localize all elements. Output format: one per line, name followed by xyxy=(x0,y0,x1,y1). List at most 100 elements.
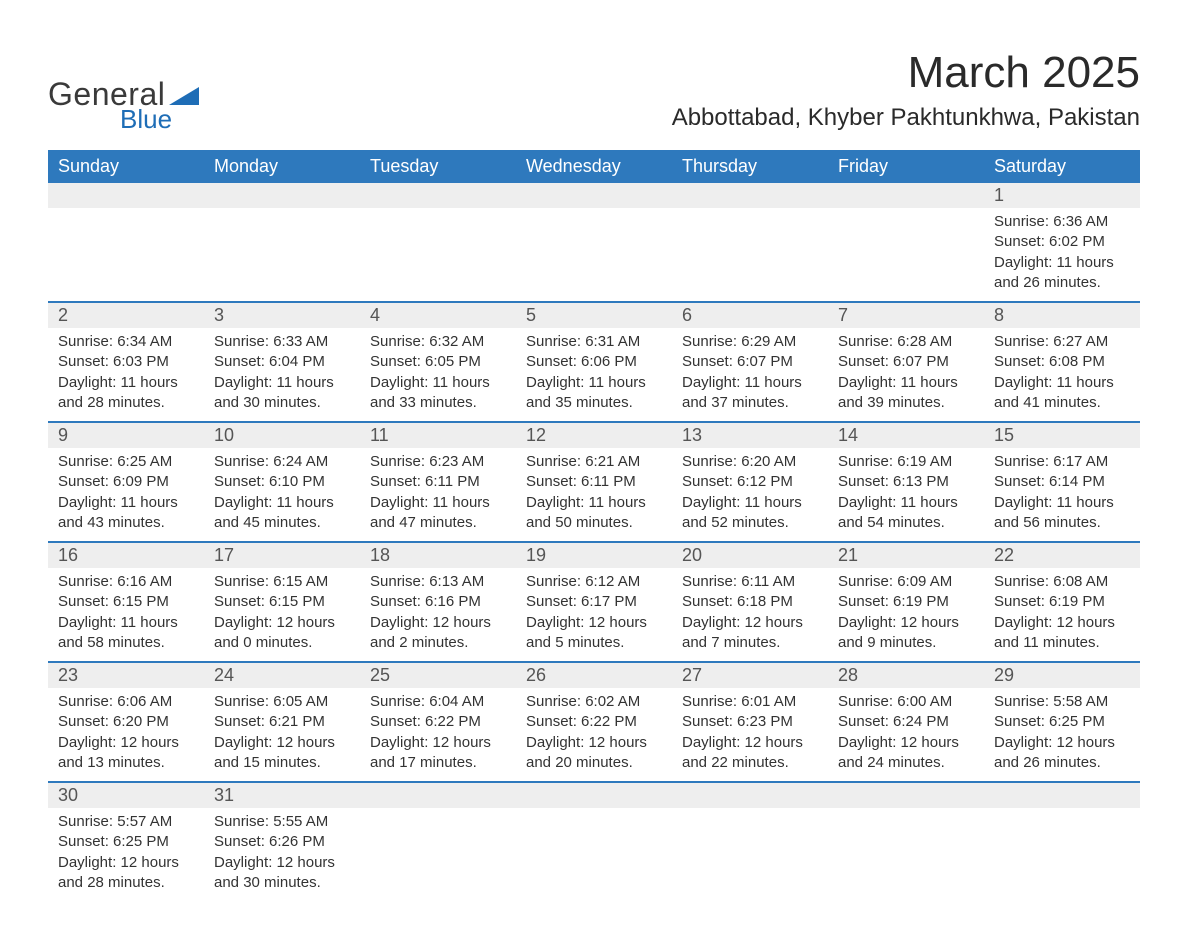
day-cell-header: 7 xyxy=(828,302,984,328)
day-sunrise: Sunrise: 6:05 AM xyxy=(214,692,350,712)
title-block: March 2025 Abbottabad, Khyber Pakhtunkhw… xyxy=(672,48,1140,132)
day-daylight: Daylight: 11 hours and 58 minutes. xyxy=(58,613,194,654)
day-sunrise: Sunrise: 5:55 AM xyxy=(214,812,350,832)
day-cell-header: 24 xyxy=(204,662,360,688)
day-cell-body: Sunrise: 6:20 AMSunset: 6:12 PMDaylight:… xyxy=(672,448,828,542)
day-cell-body: Sunrise: 6:17 AMSunset: 6:14 PMDaylight:… xyxy=(984,448,1140,542)
day-sunrise: Sunrise: 5:57 AM xyxy=(58,812,194,832)
day-cell-header: 12 xyxy=(516,422,672,448)
day-daylight: Daylight: 12 hours and 24 minutes. xyxy=(838,733,974,774)
day-number: 14 xyxy=(828,423,984,448)
day-daylight: Daylight: 12 hours and 0 minutes. xyxy=(214,613,350,654)
day-daylight: Daylight: 11 hours and 35 minutes. xyxy=(526,373,662,414)
day-number: 21 xyxy=(828,543,984,568)
day-daylight: Daylight: 11 hours and 26 minutes. xyxy=(994,253,1130,294)
day-cell-body xyxy=(828,808,984,901)
day-daylight: Daylight: 12 hours and 13 minutes. xyxy=(58,733,194,774)
day-daylight: Daylight: 11 hours and 52 minutes. xyxy=(682,493,818,534)
day-number: 13 xyxy=(672,423,828,448)
day-cell-header: 19 xyxy=(516,542,672,568)
day-number: 18 xyxy=(360,543,516,568)
week-divider-row: 2345678 xyxy=(48,302,1140,328)
day-sunset: Sunset: 6:08 PM xyxy=(994,352,1130,372)
day-sunset: Sunset: 6:03 PM xyxy=(58,352,194,372)
day-cell-body: Sunrise: 6:09 AMSunset: 6:19 PMDaylight:… xyxy=(828,568,984,662)
brand-triangle-icon xyxy=(169,83,199,105)
day-number: 17 xyxy=(204,543,360,568)
day-cell-header xyxy=(672,782,828,808)
day-daylight: Daylight: 12 hours and 30 minutes. xyxy=(214,853,350,894)
day-number: 10 xyxy=(204,423,360,448)
day-daylight: Daylight: 12 hours and 17 minutes. xyxy=(370,733,506,774)
column-header: Thursday xyxy=(672,150,828,183)
week-divider-row: 23242526272829 xyxy=(48,662,1140,688)
day-cell-body xyxy=(828,208,984,302)
day-cell-header: 15 xyxy=(984,422,1140,448)
day-sunset: Sunset: 6:09 PM xyxy=(58,472,194,492)
day-number: 24 xyxy=(204,663,360,688)
day-cell-body: Sunrise: 6:13 AMSunset: 6:16 PMDaylight:… xyxy=(360,568,516,662)
week-body-row: Sunrise: 5:57 AMSunset: 6:25 PMDaylight:… xyxy=(48,808,1140,901)
day-sunset: Sunset: 6:14 PM xyxy=(994,472,1130,492)
column-header: Wednesday xyxy=(516,150,672,183)
day-number: 19 xyxy=(516,543,672,568)
day-cell-body: Sunrise: 6:05 AMSunset: 6:21 PMDaylight:… xyxy=(204,688,360,782)
location-subtitle: Abbottabad, Khyber Pakhtunkhwa, Pakistan xyxy=(672,104,1140,132)
day-cell-header: 28 xyxy=(828,662,984,688)
day-number: 8 xyxy=(984,303,1140,328)
day-sunset: Sunset: 6:21 PM xyxy=(214,712,350,732)
week-divider-row: 9101112131415 xyxy=(48,422,1140,448)
day-cell-body: Sunrise: 6:02 AMSunset: 6:22 PMDaylight:… xyxy=(516,688,672,782)
day-daylight: Daylight: 12 hours and 11 minutes. xyxy=(994,613,1130,654)
day-sunset: Sunset: 6:17 PM xyxy=(526,592,662,612)
column-header: Monday xyxy=(204,150,360,183)
day-cell-body: Sunrise: 5:57 AMSunset: 6:25 PMDaylight:… xyxy=(48,808,204,901)
day-sunrise: Sunrise: 6:15 AM xyxy=(214,572,350,592)
day-daylight: Daylight: 12 hours and 28 minutes. xyxy=(58,853,194,894)
day-sunset: Sunset: 6:20 PM xyxy=(58,712,194,732)
day-sunset: Sunset: 6:06 PM xyxy=(526,352,662,372)
day-cell-body xyxy=(48,208,204,302)
day-cell-body: Sunrise: 6:25 AMSunset: 6:09 PMDaylight:… xyxy=(48,448,204,542)
day-sunrise: Sunrise: 6:13 AM xyxy=(370,572,506,592)
day-number: 5 xyxy=(516,303,672,328)
day-sunset: Sunset: 6:25 PM xyxy=(994,712,1130,732)
day-cell-header: 22 xyxy=(984,542,1140,568)
day-cell-header: 5 xyxy=(516,302,672,328)
day-sunrise: Sunrise: 6:23 AM xyxy=(370,452,506,472)
day-sunrise: Sunrise: 6:06 AM xyxy=(58,692,194,712)
day-number: 4 xyxy=(360,303,516,328)
day-sunrise: Sunrise: 6:16 AM xyxy=(58,572,194,592)
day-cell-body: Sunrise: 6:21 AMSunset: 6:11 PMDaylight:… xyxy=(516,448,672,542)
day-cell-header: 16 xyxy=(48,542,204,568)
day-number: 31 xyxy=(204,783,360,808)
week-divider-row: 16171819202122 xyxy=(48,542,1140,568)
column-header: Saturday xyxy=(984,150,1140,183)
day-cell-body xyxy=(204,208,360,302)
day-daylight: Daylight: 11 hours and 45 minutes. xyxy=(214,493,350,534)
week-body-row: Sunrise: 6:34 AMSunset: 6:03 PMDaylight:… xyxy=(48,328,1140,422)
day-daylight: Daylight: 11 hours and 54 minutes. xyxy=(838,493,974,534)
day-number: 29 xyxy=(984,663,1140,688)
day-cell-body: Sunrise: 6:29 AMSunset: 6:07 PMDaylight:… xyxy=(672,328,828,422)
day-cell-header: 26 xyxy=(516,662,672,688)
day-daylight: Daylight: 12 hours and 2 minutes. xyxy=(370,613,506,654)
day-sunrise: Sunrise: 6:08 AM xyxy=(994,572,1130,592)
day-cell-header: 2 xyxy=(48,302,204,328)
day-cell-header xyxy=(516,183,672,208)
day-sunrise: Sunrise: 6:24 AM xyxy=(214,452,350,472)
week-body-row: Sunrise: 6:16 AMSunset: 6:15 PMDaylight:… xyxy=(48,568,1140,662)
day-cell-body: Sunrise: 6:08 AMSunset: 6:19 PMDaylight:… xyxy=(984,568,1140,662)
day-cell-body: Sunrise: 6:32 AMSunset: 6:05 PMDaylight:… xyxy=(360,328,516,422)
day-sunset: Sunset: 6:22 PM xyxy=(526,712,662,732)
calendar-header-row: SundayMondayTuesdayWednesdayThursdayFrid… xyxy=(48,150,1140,183)
week-body-row: Sunrise: 6:36 AMSunset: 6:02 PMDaylight:… xyxy=(48,208,1140,302)
day-daylight: Daylight: 12 hours and 5 minutes. xyxy=(526,613,662,654)
day-sunrise: Sunrise: 6:01 AM xyxy=(682,692,818,712)
day-number: 26 xyxy=(516,663,672,688)
day-sunrise: Sunrise: 6:17 AM xyxy=(994,452,1130,472)
day-sunrise: Sunrise: 6:12 AM xyxy=(526,572,662,592)
day-cell-body: Sunrise: 6:04 AMSunset: 6:22 PMDaylight:… xyxy=(360,688,516,782)
day-cell-header xyxy=(48,183,204,208)
column-header: Sunday xyxy=(48,150,204,183)
